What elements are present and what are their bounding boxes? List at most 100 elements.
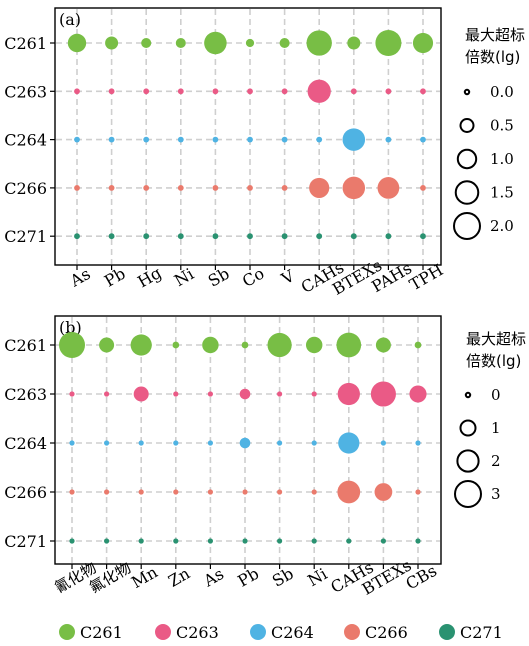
bubble-C264-7: [316, 136, 323, 143]
y-tick-label: C261: [4, 34, 47, 53]
x-tick-label: Sb: [269, 564, 297, 591]
size-legend-label: 3: [491, 485, 501, 503]
bubble-C264-5: [239, 437, 251, 449]
bubble-C271-7: [316, 233, 323, 240]
size-legend-circle: [459, 419, 477, 437]
y-tick-label: C263: [4, 385, 47, 404]
bubble-C264-3: [173, 440, 179, 446]
bubble-C263-1: [108, 88, 115, 95]
bubble-C263-4: [207, 391, 213, 397]
bubble-C261-7: [305, 336, 323, 354]
bubble-C271-10: [420, 233, 426, 240]
bubble-C266-7: [311, 489, 317, 495]
size-legend-circle: [454, 480, 482, 508]
bubble-C266-5: [247, 184, 253, 191]
bubble-C264-10: [415, 440, 421, 446]
bubble-C263-10: [420, 88, 426, 95]
bubble-C263-0: [69, 391, 75, 397]
bubble-C266-8: [337, 480, 361, 504]
bubble-C264-0: [69, 440, 75, 446]
y-tick-label: C264: [4, 131, 47, 150]
size-legend-title-unit: 倍数(lg): [466, 352, 521, 370]
size-legend-label: 1: [491, 419, 501, 437]
size-legend-label: 0: [491, 386, 501, 404]
bubble-C271-0: [69, 538, 75, 544]
x-tick-label: As: [66, 264, 93, 291]
size-legend-label: 0.5: [490, 117, 514, 135]
bubble-C263-3: [173, 391, 179, 397]
bubble-C263-5: [239, 388, 251, 400]
bubble-C264-6: [277, 440, 283, 446]
bubble-C264-1: [108, 136, 115, 143]
bubble-C261-2: [141, 37, 152, 49]
legend-marker-C266: [344, 624, 360, 640]
size-legend-circle: [454, 180, 480, 205]
bubble-C263-7: [307, 79, 331, 103]
bubble-C271-4: [212, 233, 219, 240]
legend-marker-C264: [250, 624, 266, 640]
bubble-C271-6: [281, 233, 288, 240]
y-tick-label: C266: [4, 483, 47, 502]
bubble-C266-7: [309, 177, 330, 198]
y-tick-label: C263: [4, 82, 47, 101]
bubble-C266-2: [143, 184, 150, 191]
bubble-C261-0: [59, 332, 85, 358]
bubble-C266-1: [104, 489, 110, 495]
x-tick-label: Hg: [134, 263, 164, 292]
bubble-C263-7: [311, 391, 317, 397]
bubble-C266-1: [108, 184, 115, 191]
bubble-C271-0: [74, 233, 80, 240]
legend-label-C261: C261: [80, 623, 123, 642]
panel-label: (a): [59, 10, 81, 29]
bubble-C263-8: [337, 382, 360, 406]
bubble-C271-5: [242, 538, 248, 544]
size-legend-label: 1.0: [490, 150, 514, 168]
bubble-C263-8: [350, 88, 357, 95]
bubble-C264-3: [177, 136, 184, 143]
legend-marker-C263: [155, 624, 171, 640]
bubble-C261-8: [347, 36, 361, 50]
legend-label-C263: C263: [176, 623, 219, 642]
color-legend: C261 C263 C264 C266 C271: [59, 623, 503, 642]
x-tick-label: As: [199, 564, 226, 591]
bubble-C261-6: [267, 332, 292, 358]
bubble-C261-4: [204, 31, 227, 55]
x-tick-label: V: [277, 266, 298, 289]
bubble-C264-9: [385, 136, 392, 143]
bubble-C266-0: [74, 184, 80, 191]
bubble-C266-8: [342, 176, 366, 200]
legend-label-C264: C264: [271, 623, 314, 642]
size-legend-label: 2.0: [490, 217, 514, 235]
size-legend-circle: [463, 88, 471, 96]
panel-label: (b): [59, 318, 82, 337]
bubble-C264-2: [143, 136, 150, 143]
bubble-C266-2: [138, 489, 144, 495]
bubble-C264-8: [338, 432, 360, 454]
bubble-C261-8: [336, 332, 362, 358]
bubble-C261-1: [99, 337, 115, 353]
bubble-C261-4: [202, 336, 219, 354]
bubble-C266-6: [281, 184, 288, 191]
bubble-C264-4: [207, 440, 213, 446]
bubble-C261-10: [414, 341, 422, 349]
size-legend-title: 最大超标: [465, 26, 525, 44]
bubble-C261-0: [67, 33, 87, 53]
bubble-C271-3: [173, 538, 179, 544]
x-tick-label: Mn: [128, 562, 161, 592]
bubble-C261-6: [279, 37, 290, 49]
bubble-C263-3: [177, 88, 184, 95]
bubble-C271-4: [207, 538, 213, 544]
bubble-C261-5: [245, 38, 255, 48]
size-legend-label: 2: [491, 452, 501, 470]
size-legend-circle: [464, 391, 472, 399]
bubble-C263-2: [143, 88, 150, 95]
bubble-C271-2: [138, 538, 144, 544]
bubble-C266-6: [277, 489, 283, 495]
bubble-C261-5: [241, 341, 249, 349]
bubble-C263-9: [385, 88, 392, 95]
plot-frame: [54, 7, 442, 266]
size-legend-circle: [456, 449, 480, 473]
